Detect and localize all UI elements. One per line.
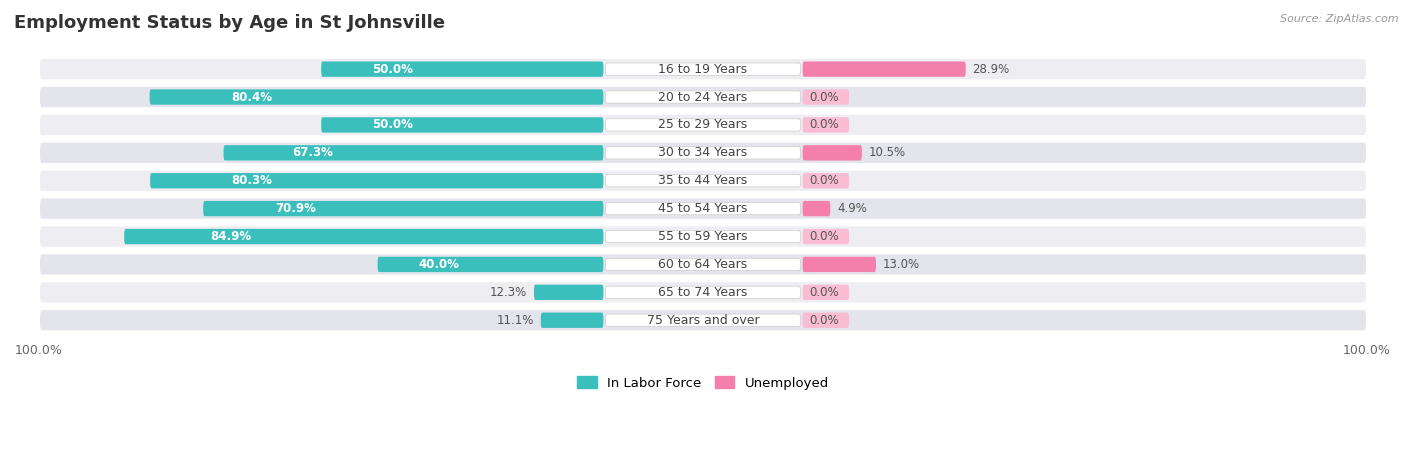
FancyBboxPatch shape <box>321 62 603 77</box>
Text: 50.0%: 50.0% <box>373 118 413 131</box>
FancyBboxPatch shape <box>149 90 603 105</box>
FancyBboxPatch shape <box>606 175 800 187</box>
Text: 40.0%: 40.0% <box>418 258 460 271</box>
FancyBboxPatch shape <box>39 309 1367 331</box>
FancyBboxPatch shape <box>606 119 800 131</box>
FancyBboxPatch shape <box>803 117 849 133</box>
FancyBboxPatch shape <box>39 58 1367 80</box>
Text: 4.9%: 4.9% <box>837 202 866 215</box>
FancyBboxPatch shape <box>39 114 1367 136</box>
Text: 0.0%: 0.0% <box>810 118 839 131</box>
Text: 0.0%: 0.0% <box>810 286 839 299</box>
Text: 80.4%: 80.4% <box>231 90 273 104</box>
FancyBboxPatch shape <box>606 147 800 159</box>
Text: Employment Status by Age in St Johnsville: Employment Status by Age in St Johnsvill… <box>14 14 446 32</box>
Text: 10.5%: 10.5% <box>869 146 905 159</box>
FancyBboxPatch shape <box>378 257 603 272</box>
Text: 0.0%: 0.0% <box>810 174 839 187</box>
Text: 55 to 59 Years: 55 to 59 Years <box>658 230 748 243</box>
FancyBboxPatch shape <box>803 257 876 272</box>
FancyBboxPatch shape <box>39 198 1367 220</box>
Text: 65 to 74 Years: 65 to 74 Years <box>658 286 748 299</box>
Text: 30 to 34 Years: 30 to 34 Years <box>658 146 748 159</box>
FancyBboxPatch shape <box>224 145 603 161</box>
FancyBboxPatch shape <box>606 91 800 103</box>
FancyBboxPatch shape <box>321 117 603 133</box>
FancyBboxPatch shape <box>39 142 1367 164</box>
FancyBboxPatch shape <box>204 201 603 216</box>
FancyBboxPatch shape <box>150 173 603 189</box>
FancyBboxPatch shape <box>803 313 849 328</box>
FancyBboxPatch shape <box>606 63 800 75</box>
FancyBboxPatch shape <box>39 253 1367 275</box>
Text: 70.9%: 70.9% <box>276 202 316 215</box>
Text: 60 to 64 Years: 60 to 64 Years <box>658 258 748 271</box>
Text: 16 to 19 Years: 16 to 19 Years <box>658 63 748 76</box>
FancyBboxPatch shape <box>606 258 800 270</box>
Text: 20 to 24 Years: 20 to 24 Years <box>658 90 748 104</box>
Text: 0.0%: 0.0% <box>810 230 839 243</box>
FancyBboxPatch shape <box>803 201 831 216</box>
FancyBboxPatch shape <box>39 86 1367 108</box>
Text: 67.3%: 67.3% <box>292 146 333 159</box>
FancyBboxPatch shape <box>606 202 800 215</box>
FancyBboxPatch shape <box>39 281 1367 303</box>
Text: 75 Years and over: 75 Years and over <box>647 314 759 327</box>
Text: 80.3%: 80.3% <box>232 174 273 187</box>
Text: 13.0%: 13.0% <box>883 258 920 271</box>
FancyBboxPatch shape <box>541 313 603 328</box>
FancyBboxPatch shape <box>803 62 966 77</box>
Legend: In Labor Force, Unemployed: In Labor Force, Unemployed <box>571 371 835 395</box>
Text: Source: ZipAtlas.com: Source: ZipAtlas.com <box>1281 14 1399 23</box>
FancyBboxPatch shape <box>803 90 849 105</box>
Text: 84.9%: 84.9% <box>211 230 252 243</box>
Text: 0.0%: 0.0% <box>810 314 839 327</box>
Text: 28.9%: 28.9% <box>973 63 1010 76</box>
Text: 12.3%: 12.3% <box>491 286 527 299</box>
FancyBboxPatch shape <box>803 285 849 300</box>
Text: 35 to 44 Years: 35 to 44 Years <box>658 174 748 187</box>
FancyBboxPatch shape <box>606 314 800 326</box>
FancyBboxPatch shape <box>39 225 1367 248</box>
FancyBboxPatch shape <box>606 230 800 243</box>
Text: 0.0%: 0.0% <box>810 90 839 104</box>
Text: 45 to 54 Years: 45 to 54 Years <box>658 202 748 215</box>
Text: 25 to 29 Years: 25 to 29 Years <box>658 118 748 131</box>
FancyBboxPatch shape <box>803 173 849 189</box>
Text: 50.0%: 50.0% <box>373 63 413 76</box>
FancyBboxPatch shape <box>534 285 603 300</box>
FancyBboxPatch shape <box>803 229 849 244</box>
FancyBboxPatch shape <box>606 286 800 298</box>
Text: 11.1%: 11.1% <box>496 314 534 327</box>
FancyBboxPatch shape <box>803 145 862 161</box>
FancyBboxPatch shape <box>39 170 1367 192</box>
FancyBboxPatch shape <box>124 229 603 244</box>
